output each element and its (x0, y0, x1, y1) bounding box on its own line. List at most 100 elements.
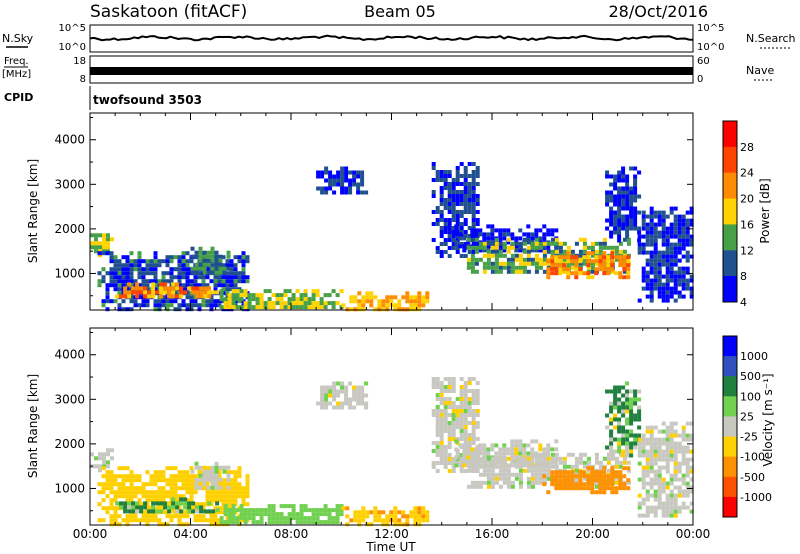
heatmap-cell-region-10 (598, 474, 603, 479)
heatmap-cell-region-7 (439, 202, 444, 206)
heatmap-cell-region-7 (463, 166, 468, 170)
heatmap-cell-region-12 (641, 250, 646, 255)
heatmap-cell-region-8 (498, 244, 503, 249)
heatmap-cell-region-4 (311, 512, 316, 517)
heatmap-cell-region-1 (145, 482, 150, 487)
heatmap-cell-region-3 (198, 266, 203, 271)
heatmap-cell-region-4 (259, 305, 264, 310)
heatmap-cell-region-5 (365, 299, 370, 304)
heatmap-cell-region-12 (653, 222, 658, 227)
heatmap-cell-region-9 (522, 249, 527, 254)
heatmap-cell-region-1 (113, 478, 118, 483)
heatmap-cell-region-1 (161, 279, 166, 284)
heatmap-cell-region-2 (123, 286, 128, 291)
heatmap-cell-region-5 (425, 295, 430, 300)
heatmap-cell-region-12 (673, 290, 678, 295)
heatmap-cell-region-8 (546, 447, 551, 452)
heatmap-cell-region-10 (554, 259, 559, 264)
heatmap-cell-region-9 (562, 257, 567, 262)
heatmap-cell-region-12 (677, 282, 682, 287)
heatmap-cell-region-6 (340, 166, 345, 171)
heatmap-cell-region-11 (625, 405, 630, 410)
heatmap-cell-region-12 (689, 210, 694, 215)
heatmap-cell-region-11 (621, 429, 626, 434)
heatmap-cell-region-11 (605, 198, 610, 203)
heatmap-cell-region-9 (538, 261, 543, 266)
heatmap-cell-region-12 (657, 445, 662, 450)
heatmap-cell-region-9 (522, 237, 527, 242)
heatmap-cell-region-1 (221, 478, 226, 483)
heatmap-cell-region-1 (117, 287, 122, 292)
heatmap-cell-region-2 (175, 286, 180, 291)
heatmap-cell-region-9 (538, 472, 543, 477)
heatmap-cell-region-2 (211, 290, 216, 295)
heatmap-cell-region-12 (677, 509, 682, 514)
heatmap-cell-region-1 (197, 518, 202, 523)
heatmap-cell-region-12 (645, 270, 650, 275)
heatmap-cell-region-12 (649, 457, 654, 462)
heatmap-cell-region-1 (177, 255, 182, 260)
heatmap-cell-region-1 (153, 263, 158, 268)
heatmap-cell-region-7 (439, 429, 444, 433)
heatmap-cell-region-9 (594, 249, 599, 254)
heatmap-cell-region-10 (606, 474, 611, 479)
heatmap-cell-region-9 (510, 261, 515, 266)
heatmap-cell-region-10 (618, 482, 623, 487)
heatmap-cell-region-9 (530, 241, 535, 246)
heatmap-cell-region-4 (223, 508, 228, 513)
heatmap-cell-region-7 (471, 226, 476, 230)
heatmap-cell-region-7 (439, 389, 444, 393)
heatmap-cell-region-5 (425, 518, 430, 523)
heatmap-cell-region-1 (125, 490, 130, 495)
heatmap-cell-region-6 (340, 405, 345, 410)
heatmap-cell-region-9 (534, 269, 539, 274)
heatmap-cell-region-10 (598, 255, 603, 260)
heatmap-cell-region-0 (102, 456, 106, 461)
heatmap-cell-region-7 (431, 381, 436, 385)
heatmap-cell-region-12 (665, 449, 670, 454)
heatmap-cell-region-8 (514, 443, 519, 448)
heatmap-cell-region-6 (360, 178, 365, 183)
heatmap-cell-region-7 (435, 377, 440, 381)
heatmap-cell-region-9 (518, 261, 523, 266)
heatmap-cell-region-11 (625, 409, 630, 414)
heatmap-cell-region-10 (554, 255, 559, 260)
heatmap-cell-region-9 (490, 468, 495, 473)
heatmap-cell-region-12 (645, 242, 650, 247)
heatmap-cell-region-12 (665, 485, 670, 490)
heatmap-cell-region-11 (617, 401, 622, 406)
heatmap-cell-region-12 (641, 246, 646, 251)
heatmap-cell-region-1 (193, 514, 198, 519)
heatmap-cell-region-6 (340, 389, 345, 394)
heatmap-cell-region-1 (129, 482, 134, 487)
heatmap-cell-region-10 (622, 275, 627, 280)
heatmap-cell-region-9 (486, 456, 491, 461)
heatmap-cell-region-5 (401, 514, 406, 519)
heatmap-cell-region-1 (157, 518, 162, 523)
heatmap-cell-region-11 (629, 206, 634, 211)
heatmap-cell-region-9 (558, 456, 563, 461)
heatmap-cell-region-9 (534, 241, 539, 246)
heatmap-cell-region-1 (241, 255, 246, 260)
heatmap-cell-region-1 (137, 486, 142, 491)
heatmap-cell-region-1 (217, 490, 222, 495)
heatmap-cell-region-12 (665, 457, 670, 462)
heatmap-cell-region-7 (451, 377, 456, 381)
heatmap-cell-region-12 (645, 238, 650, 243)
heatmap-cell-region-9 (494, 257, 499, 262)
heatmap-cell-region-9 (582, 249, 587, 254)
heatmap-cell-region-2 (203, 286, 208, 291)
heatmap-cell-region-1 (109, 255, 114, 260)
heatmap-cell-region-3 (226, 465, 231, 470)
heatmap-cell-region-1 (117, 494, 122, 499)
heatmap-cell-region-9 (526, 245, 531, 250)
heatmap-cell-region-11 (625, 182, 630, 187)
heatmap-cell-region-4 (235, 297, 240, 302)
heatmap-cell-region-1 (209, 494, 214, 499)
heatmap-cell-region-9 (482, 245, 487, 250)
date-title: 28/Oct/2016 (608, 2, 708, 21)
heatmap-cell-region-7 (447, 429, 452, 433)
heatmap-cell-region-8 (538, 447, 543, 452)
heatmap-cell-region-12 (673, 485, 678, 490)
